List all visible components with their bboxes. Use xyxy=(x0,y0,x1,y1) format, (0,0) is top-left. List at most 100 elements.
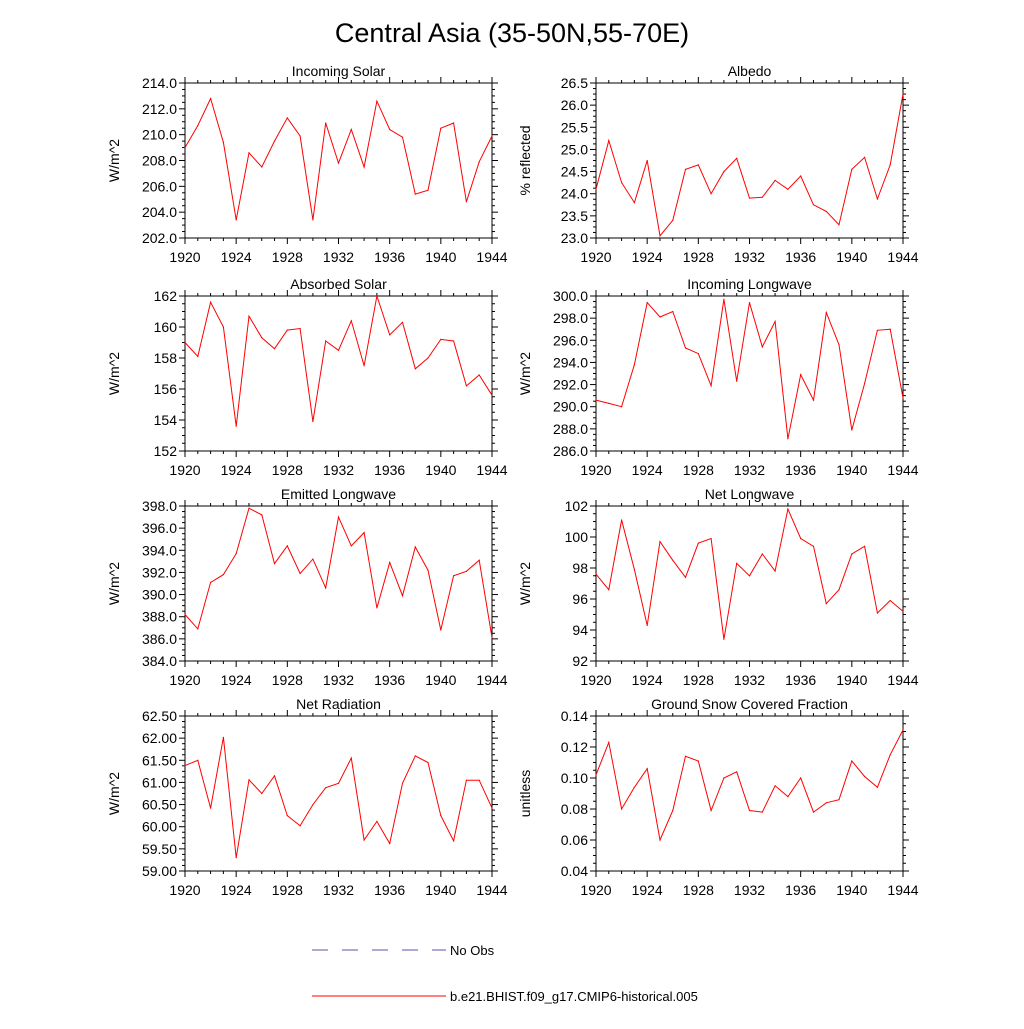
data-point xyxy=(723,777,725,779)
data-point xyxy=(812,545,815,547)
data-point xyxy=(363,532,365,534)
plot-frame xyxy=(184,295,493,452)
data-point xyxy=(376,607,378,609)
data-point xyxy=(248,315,250,317)
x-tick-label: 1932 xyxy=(734,672,765,688)
data-point xyxy=(723,638,725,640)
data-point xyxy=(465,779,467,781)
data-point xyxy=(825,802,827,804)
panel-title: Incoming Solar xyxy=(292,63,386,79)
y-tick-label: 0.10 xyxy=(561,770,588,786)
y-tick-label: 290.0 xyxy=(553,399,588,415)
data-point xyxy=(376,820,378,823)
data-point xyxy=(184,341,186,344)
data-point xyxy=(697,760,699,762)
data-point xyxy=(350,320,352,322)
data-point xyxy=(312,558,314,560)
y-tick-label: 62.50 xyxy=(142,708,177,724)
x-tick-label: 1932 xyxy=(734,249,765,265)
y-tick-label: 162 xyxy=(154,288,178,304)
x-tick-label: 1928 xyxy=(272,249,303,265)
data-point xyxy=(774,179,776,181)
y-tick-label: 394.0 xyxy=(142,542,177,558)
y-tick-label: 62.00 xyxy=(142,730,177,746)
data-point xyxy=(184,765,186,767)
data-point xyxy=(864,156,866,158)
data-point xyxy=(608,589,610,591)
data-point xyxy=(286,329,288,331)
figure-title: Central Asia (35-50N,55-70E) xyxy=(335,18,689,48)
series-line xyxy=(184,507,493,638)
data-point xyxy=(325,587,327,589)
x-tick-label: 1924 xyxy=(632,882,663,898)
y-tick-label: 158 xyxy=(154,350,178,366)
y-tick-label: 61.00 xyxy=(142,774,177,790)
data-point xyxy=(273,563,276,565)
y-axis-label: % reflected xyxy=(517,125,533,195)
data-point xyxy=(621,808,623,810)
x-tick-label: 1944 xyxy=(887,462,918,478)
data-point xyxy=(478,559,480,561)
data-point xyxy=(465,201,467,203)
panel-title: Net Radiation xyxy=(296,696,381,712)
panels-group: Incoming Solar W/m^2 202.0 204.0 206.0 208.0 2… xyxy=(106,63,919,898)
data-point xyxy=(800,175,802,177)
y-tick-label: 160 xyxy=(154,319,178,335)
data-point xyxy=(659,541,661,543)
data-point xyxy=(325,122,327,124)
data-point xyxy=(337,162,340,164)
data-point xyxy=(774,785,776,787)
data-point xyxy=(800,537,802,540)
data-point xyxy=(453,340,455,342)
data-point xyxy=(440,629,442,631)
data-point xyxy=(889,599,891,602)
y-tick-label: 0.14 xyxy=(561,708,588,724)
data-point xyxy=(608,741,610,744)
data-point xyxy=(184,613,186,616)
x-tick-label: 1932 xyxy=(323,882,354,898)
series-line xyxy=(595,507,904,640)
data-point xyxy=(736,562,738,565)
x-tick-label: 1932 xyxy=(734,462,765,478)
data-point xyxy=(633,202,636,204)
data-point xyxy=(710,809,712,812)
data-point xyxy=(621,519,623,521)
data-point xyxy=(261,792,263,795)
data-point xyxy=(800,374,802,376)
x-tick-label: 1924 xyxy=(221,462,252,478)
data-point xyxy=(325,340,327,342)
x-tick-label: 1920 xyxy=(580,249,611,265)
x-tick-label: 1932 xyxy=(734,882,765,898)
y-tick-label: 298.0 xyxy=(553,310,588,326)
y-tick-label: 210.0 xyxy=(142,127,177,143)
data-point xyxy=(902,397,904,399)
data-point xyxy=(440,127,442,129)
series-line xyxy=(184,97,493,220)
panel-6: Net Longwave W/m^2 92 94 96 98 100 102 1920 1924 1… xyxy=(517,486,919,688)
plot-frame xyxy=(595,715,904,872)
data-point xyxy=(710,537,712,540)
data-point xyxy=(723,298,725,300)
data-point xyxy=(248,779,250,781)
data-point xyxy=(659,316,661,318)
data-point xyxy=(337,782,340,784)
data-point xyxy=(723,171,725,173)
data-point xyxy=(414,193,416,195)
y-tick-label: 60.00 xyxy=(142,819,177,835)
data-point xyxy=(248,507,250,509)
x-tick-label: 1936 xyxy=(374,462,405,478)
y-tick-label: 300.0 xyxy=(553,288,588,304)
data-point xyxy=(478,374,480,376)
data-point xyxy=(787,188,789,190)
legend-no-obs-label: No Obs xyxy=(450,943,495,958)
data-point xyxy=(389,334,391,336)
data-point xyxy=(774,320,776,323)
data-point xyxy=(210,301,212,303)
x-tick-label: 1936 xyxy=(374,882,405,898)
data-point xyxy=(401,595,404,597)
data-point xyxy=(633,568,636,571)
x-tick-label: 1924 xyxy=(632,672,663,688)
data-point xyxy=(684,168,687,170)
